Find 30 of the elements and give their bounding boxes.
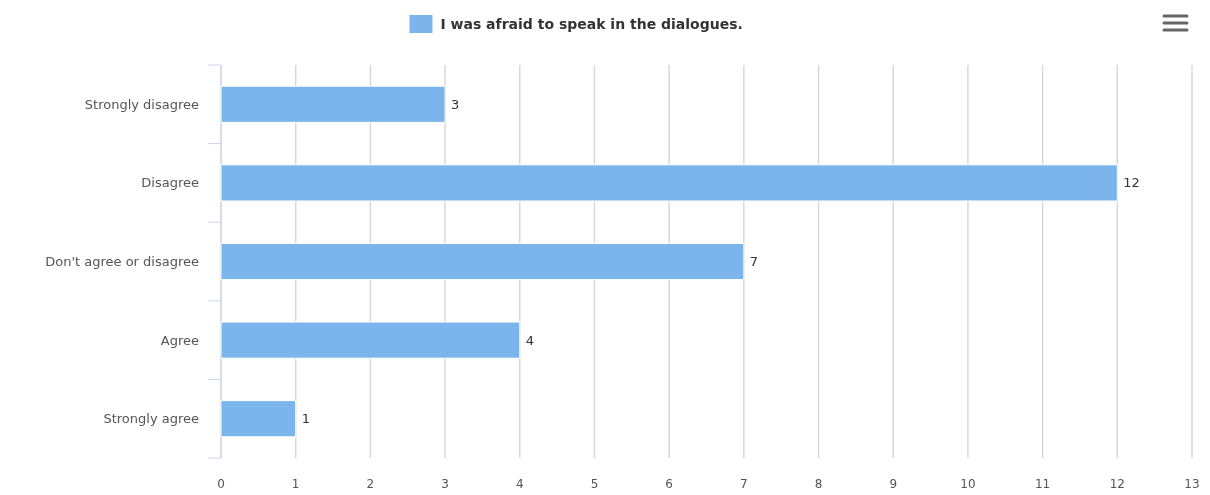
y-tick-label: Agree [160, 332, 199, 348]
x-tick-label: 7 [740, 477, 748, 491]
legend-label: I was afraid to speak in the dialogues. [440, 15, 743, 32]
x-tick-label: 2 [366, 477, 375, 491]
data-label: 12 [1123, 175, 1140, 191]
bar [220, 321, 521, 359]
x-tick-label: 1 [291, 477, 300, 491]
bar [220, 85, 446, 123]
x-tick-label: 5 [590, 477, 599, 491]
bar [220, 242, 745, 281]
x-tick-label: 12 [1109, 477, 1125, 491]
x-tick-label: 10 [960, 477, 976, 491]
x-tick-label: 11 [1034, 477, 1051, 491]
y-tick-label: Strongly disagree [84, 96, 199, 112]
x-tick-label: 9 [889, 477, 898, 491]
data-label: 1 [301, 411, 310, 427]
bar [220, 400, 297, 438]
bar [220, 164, 1118, 202]
y-tick-label: Strongly agree [103, 411, 199, 427]
x-tick-label: 6 [665, 477, 673, 491]
y-tick-label: Disagree [141, 175, 199, 191]
data-label: 7 [749, 254, 759, 270]
x-tick-label: 13 [1184, 477, 1200, 491]
data-label: 3 [451, 96, 460, 112]
x-tick-label: 0 [217, 477, 225, 491]
x-tick-label: 4 [515, 477, 524, 491]
x-tick-label: 3 [441, 477, 449, 491]
x-tick-label: 8 [814, 477, 823, 491]
data-label: 4 [525, 332, 535, 348]
y-tick-label: Don't agree or disagree [45, 254, 199, 270]
